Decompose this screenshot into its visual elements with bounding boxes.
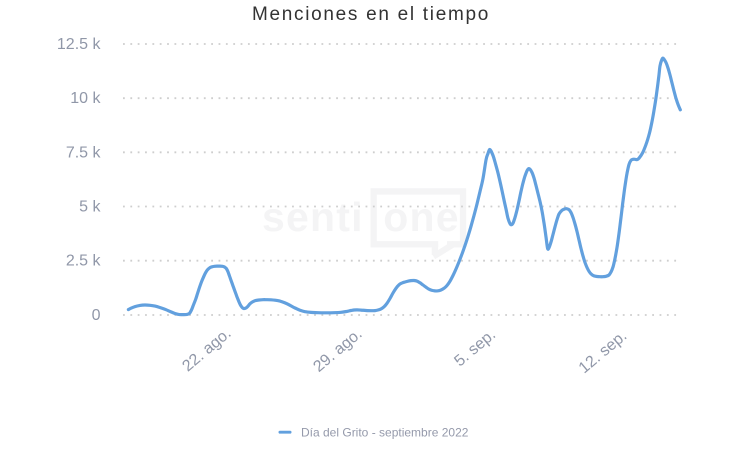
- svg-text:Menciones en el tiempo: Menciones en el tiempo: [252, 4, 490, 25]
- svg-text:5 k: 5 k: [79, 199, 101, 216]
- svg-text:12.5 k: 12.5 k: [57, 36, 102, 53]
- svg-text:one: one: [383, 194, 460, 240]
- svg-text:0: 0: [92, 307, 101, 324]
- svg-text:10 k: 10 k: [70, 90, 101, 107]
- svg-text:7.5 k: 7.5 k: [66, 144, 102, 161]
- svg-text:Día del Grito - septiembre 202: Día del Grito - septiembre 2022: [301, 426, 469, 440]
- svg-text:senti: senti: [262, 194, 364, 240]
- svg-text:2.5 k: 2.5 k: [66, 253, 102, 270]
